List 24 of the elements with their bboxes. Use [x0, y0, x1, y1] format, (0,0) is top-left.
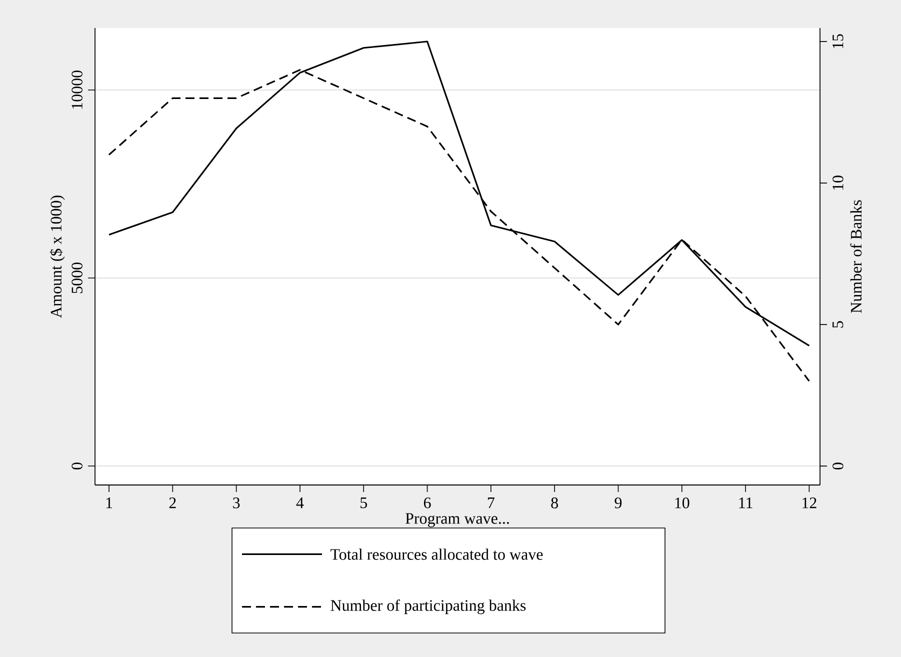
y-axis-title: Amount ($ x 1000) — [50, 196, 65, 318]
x-tick-label: 1 — [106, 498, 112, 508]
x-tick-label: 4 — [296, 498, 304, 508]
x-tick-label: 9 — [614, 498, 622, 508]
y2-axis-title: Number of Banks — [850, 200, 862, 313]
x-tick-label: 2 — [169, 498, 176, 508]
y2-tick-label: 10 — [832, 176, 844, 190]
x-tick-label: 12 — [802, 498, 816, 508]
x-axis-title: Program wave... — [406, 513, 509, 528]
x-tick-label: 7 — [488, 498, 494, 508]
x-tick-label: 6 — [424, 498, 431, 508]
legend-label: Total resources allocated to wave — [330, 548, 543, 560]
y-tick-label: 10000 — [72, 70, 82, 109]
x-tick-label: 8 — [551, 498, 558, 508]
y2-tick-label: 15 — [832, 34, 844, 48]
x-tick-label: 11 — [739, 498, 752, 508]
y2-tick-label: 5 — [832, 321, 844, 328]
y-tick-label: 5000 — [72, 262, 82, 294]
x-tick-label: 3 — [233, 498, 240, 508]
x-tick-label: 5 — [360, 498, 367, 508]
x-tick-label: 10 — [675, 498, 690, 508]
y-tick-label: 0 — [72, 462, 82, 470]
y2-tick-label: 0 — [832, 462, 844, 470]
legend-label: Number of participating banks — [330, 599, 526, 614]
